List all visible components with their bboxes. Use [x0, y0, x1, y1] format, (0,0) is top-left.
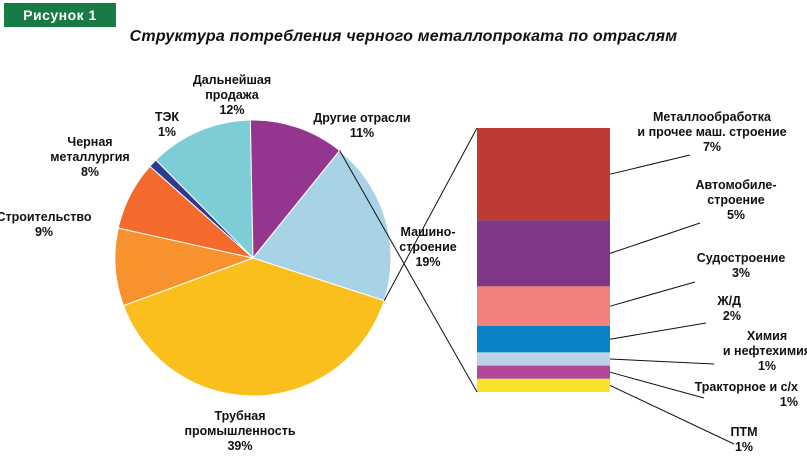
leader-line-химия-и-нефтехимия	[609, 358, 715, 365]
figure-badge: Рисунок 1	[4, 3, 116, 27]
connector-bottom-line	[339, 150, 478, 393]
leader-line-тракторное-и-с-х	[609, 371, 705, 399]
leader-line-ж-д	[609, 322, 707, 340]
pie-chart	[114, 119, 392, 397]
pie-slice-машиностроение	[252, 149, 392, 302]
bar-label-птм: ПТМ 1%	[730, 425, 757, 454]
pie-slice-трубная-промышленность	[122, 257, 385, 397]
leader-line-судостроение	[609, 281, 696, 307]
pie-label-строительство: Строительство 9%	[0, 210, 92, 239]
stack-segment-химия-и-нефтехимия	[477, 352, 610, 366]
bar-label-тракторное-и-с-х: Тракторное и с/х 1%	[695, 380, 798, 409]
chart-title: Структура потребления черного металлопро…	[129, 28, 678, 45]
leader-line-птм	[609, 384, 735, 445]
stack-segment-тракторное-и-с-х	[477, 365, 610, 379]
pie-label-машиностроение: Машино-строение 19%	[399, 225, 457, 269]
connector-top-line	[383, 127, 478, 301]
pie-label-другие-отрасли: Другие отрасли 11%	[313, 111, 410, 140]
bar-label-автомобилестроение: Автомобиле-строение 5%	[696, 178, 777, 222]
pie-label-черная-металлургия: Черная металлургия 8%	[50, 135, 129, 179]
explode-connectors	[339, 127, 735, 445]
bar-label-судостроение: Судостроение 3%	[697, 251, 786, 280]
leader-line-металлообработка-и-прочее-маш-строение	[609, 154, 691, 175]
stack-segment-птм	[477, 378, 610, 392]
stack-segment-судостроение	[477, 286, 610, 326]
stacked-bar	[477, 128, 610, 392]
stack-segment-автомобилестроение	[477, 220, 610, 287]
stack-segment-ж-д	[477, 326, 610, 353]
bar-label-металлообработка-и-прочее-маш-строение: Металлообработка и прочее маш. строение 7%	[637, 110, 786, 154]
bar-label-ж-д: Ж/Д 2%	[716, 294, 741, 323]
bar-label-химия-и-нефтехимия: Химия и нефтехимия 1%	[723, 329, 807, 373]
stack-segment-металлообработка-и-прочее-маш-строение	[477, 128, 610, 221]
pie-label-тэк: ТЭК 1%	[155, 110, 180, 139]
pie-label-дальнейшая-продажа: Дальнейшая продажа 12%	[193, 73, 271, 117]
leader-line-автомобилестроение	[609, 222, 701, 254]
pie-slice-дальнейшая-продажа	[155, 119, 254, 260]
chart-labels: Трубная промышленность 39% Строительство 9% Ч…	[0, 73, 807, 454]
pie-slice-другие-отрасли	[249, 119, 341, 260]
pie-label-трубная-промышленность: Трубная промышленность 39%	[184, 409, 295, 453]
pie-slice-строительство	[114, 227, 255, 307]
